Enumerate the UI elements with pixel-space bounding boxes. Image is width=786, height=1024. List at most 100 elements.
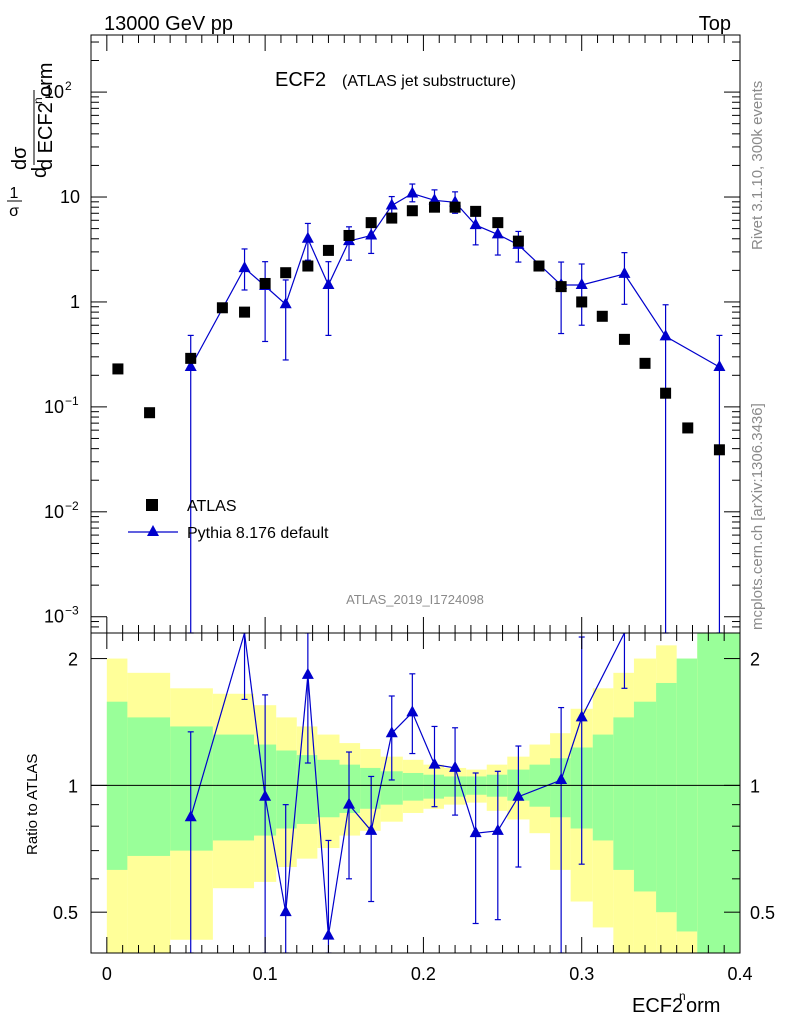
ratio-band-inner [676, 658, 698, 932]
pythia-point [184, 359, 197, 371]
ratio-series-group [184, 633, 628, 953]
ratio-band-inner [170, 726, 213, 851]
ratio-plot-axes: 0.5 0.5 1 1 2 2 0 0.1 0.2 0.3 0.4 [53, 633, 775, 984]
main-y-tick-exponent: −3 [65, 604, 79, 618]
ratio-y-tick-label: 2 [68, 650, 78, 670]
ratio-band-inner [402, 772, 424, 801]
x-tick-label: 0.1 [253, 964, 278, 984]
atlas-data-point [660, 387, 672, 399]
pythia-point [238, 261, 251, 273]
atlas-data-point [239, 306, 251, 318]
pythia-point [428, 193, 441, 205]
ratio-point [279, 905, 292, 917]
atlas-data-point [713, 444, 725, 456]
atlas-data-point [449, 201, 461, 213]
ratio-band-inner [550, 758, 571, 818]
header-process: Top [699, 13, 731, 35]
mcplots-label: mcplots.cern.ch [arXiv:1306.3436] [749, 403, 766, 630]
atlas-data-point [280, 267, 292, 279]
atlas-data-point [216, 302, 228, 314]
ratio-band-inner [212, 734, 255, 841]
ratio-band-inner [613, 717, 634, 870]
ratio-uncertainty-bands [106, 633, 740, 953]
plot-subtitle: (ATLAS jet substructure) [342, 73, 516, 90]
ratio-band-inner [317, 759, 340, 818]
ratio-band-inner [423, 774, 444, 799]
atlas-data-point [343, 229, 355, 241]
ratio-band-inner [697, 633, 740, 953]
pythia-point [365, 228, 378, 240]
atlas-data-point [302, 260, 314, 272]
atlas-data-point [555, 281, 567, 293]
main-y-tick-label: 10 [44, 82, 64, 102]
pythia-point [279, 297, 292, 309]
svg-text:d: d [29, 167, 51, 178]
atlas-data-point [533, 260, 545, 272]
main-plot-data-layer [112, 183, 726, 634]
svg-text:1: 1 [10, 185, 19, 202]
x-tick-label: 0 [102, 964, 112, 984]
atlas-data-point [428, 201, 440, 213]
svg-text:dσ: dσ [9, 146, 31, 170]
ratio-point [343, 797, 356, 809]
atlas-data-point [576, 296, 588, 308]
pythia-point [301, 231, 314, 243]
atlas-data-point [639, 357, 651, 369]
atlas-data-point [365, 217, 377, 229]
ratio-point [184, 810, 197, 822]
ratio-point [575, 710, 588, 722]
legend: ATLAS Pythia 8.176 default [128, 498, 329, 542]
main-y-tick-exponent: −2 [65, 499, 79, 513]
ratio-y-tick-label: 1 [68, 776, 78, 796]
ratio-band-inner [380, 771, 403, 805]
legend-label-pythia: Pythia 8.176 default [187, 525, 329, 542]
ratio-line [190, 633, 625, 936]
main-y-tick-exponent: 2 [65, 79, 72, 93]
main-y-axis-label: 1 σ d dσ d ECF2 n orm [7, 63, 57, 220]
pythia-point [713, 359, 726, 371]
ratio-band-inner [127, 717, 171, 856]
atlas-data-point [492, 217, 504, 229]
ratio-point [512, 789, 525, 801]
pythia-point [322, 278, 335, 290]
ratio-y-axis-label: Ratio to ATLAS [24, 754, 41, 855]
ratio-band-inner [276, 750, 297, 829]
ratio-point [322, 928, 335, 940]
x-axis-label: ECF2 n orm [632, 989, 720, 1017]
svg-text:orm: orm [686, 995, 720, 1017]
rivet-version-label: Rivet 3.1.10, 300k events [749, 81, 766, 250]
ratio-point [469, 826, 482, 838]
ratio-data-layer [184, 633, 628, 953]
pythia-point [469, 218, 482, 230]
analysis-id: ATLAS_2019_I1724098 [346, 592, 484, 607]
ratio-y-tick-label-right: 0.5 [750, 903, 775, 923]
atlas-data-point [386, 212, 398, 224]
pythia-point [491, 227, 504, 239]
svg-text:σ: σ [9, 203, 19, 220]
ratio-band-inner [296, 755, 318, 824]
ratio-band-inner [592, 734, 614, 841]
atlas-data-point [112, 363, 124, 375]
pythia-point [575, 278, 588, 290]
pythia-point [406, 186, 419, 198]
atlas-data-point [512, 235, 524, 247]
ratio-point [406, 705, 419, 717]
pythia-point [659, 329, 672, 341]
svg-text:ECF2: ECF2 [632, 995, 683, 1017]
ratio-y-tick-label-right: 1 [750, 776, 760, 796]
atlas-data-point [144, 407, 156, 419]
plot-title: ECF2 [275, 69, 326, 91]
ratio-y-tick-label-right: 2 [750, 650, 760, 670]
ratio-plot-frame [90, 632, 741, 954]
ratio-band-inner [339, 764, 361, 813]
legend-marker-atlas [146, 499, 158, 511]
atlas-data-point [470, 205, 482, 217]
main-plot-frame [90, 34, 741, 634]
ratio-band-inner [633, 701, 657, 892]
atlas-data-point [596, 310, 608, 322]
main-y-tick-label: 10 [44, 607, 64, 627]
ratio-point [301, 667, 314, 679]
